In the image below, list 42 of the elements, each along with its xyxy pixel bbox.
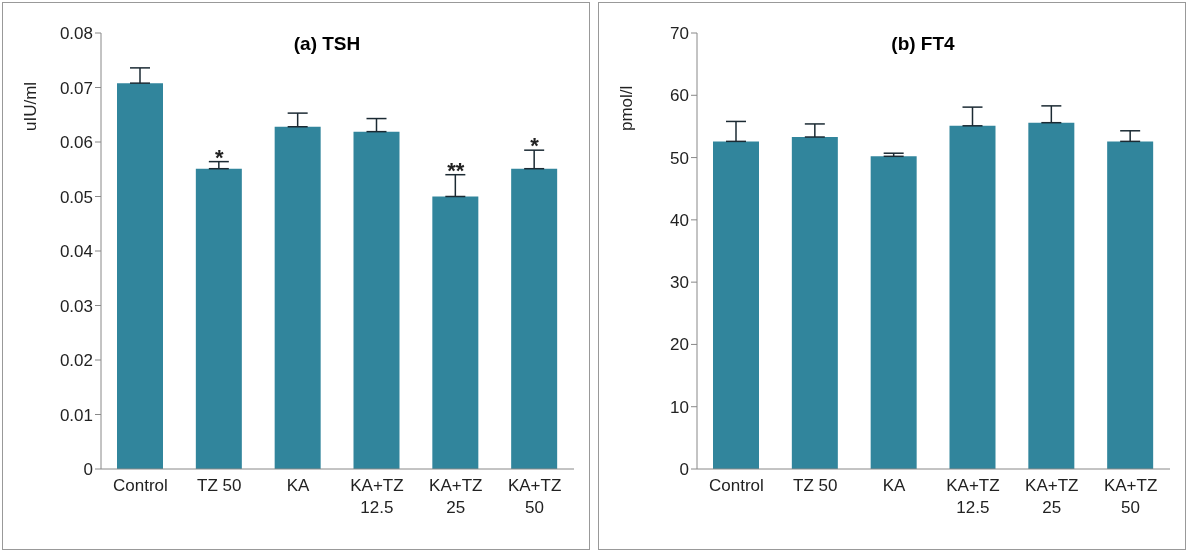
- x-tick-label: KA+TZ 50: [1103, 476, 1158, 517]
- y-tick-label: 0: [679, 460, 689, 480]
- y-tick-label: 0.08: [59, 24, 93, 44]
- x-tick-label: Control: [709, 476, 764, 495]
- y-tick-label: 0.04: [59, 242, 93, 262]
- x-tick-label: KA+TZ 12.5: [946, 476, 1000, 517]
- chart-title: (b) FT4: [891, 33, 955, 54]
- x-tick-label: KA: [286, 476, 311, 495]
- x-tick-label: KA+TZ 25: [1025, 476, 1079, 517]
- x-tick-label: Control: [113, 476, 168, 495]
- y-tick-label: 50: [670, 148, 689, 168]
- y-tick-label: 0.05: [59, 187, 93, 207]
- annotation: **: [447, 157, 465, 183]
- bar: [353, 131, 400, 469]
- y-tick-label: 0.02: [59, 351, 93, 371]
- y-tick-label: 0: [83, 460, 93, 480]
- y-tick-label: 30: [670, 273, 689, 293]
- x-tick-label: KA+TZ 25: [429, 476, 483, 517]
- y-tick-label: 40: [670, 210, 689, 230]
- chart-title: (a) TSH: [293, 33, 361, 54]
- x-tick-label: KA+TZ 12.5: [350, 476, 404, 517]
- bar: [274, 126, 321, 469]
- y-tick-label: 20: [670, 335, 689, 355]
- bar: [432, 196, 479, 469]
- y-tick-label: 70: [670, 24, 689, 44]
- x-tick-label: TZ 50: [197, 476, 242, 495]
- y-tick-label: 0.01: [59, 405, 93, 425]
- y-tick-label: 60: [670, 86, 689, 106]
- y-tick-label: 10: [670, 397, 689, 417]
- y-tick-label: 0.06: [59, 133, 93, 153]
- annotation: *: [214, 144, 224, 170]
- x-tick-label: TZ 50: [793, 476, 838, 495]
- y-tick-label: 0.03: [59, 296, 93, 316]
- x-tick-label: KA+TZ 50: [507, 476, 562, 517]
- x-tick-label: KA: [882, 476, 907, 495]
- y-axis-title: uIU/ml: [21, 81, 41, 131]
- bar: [511, 168, 558, 469]
- annotation: *: [530, 133, 540, 159]
- y-axis-title: pmol/l: [617, 85, 637, 131]
- bar: [195, 168, 242, 469]
- bar: [117, 83, 163, 469]
- y-tick-label: 0.07: [59, 78, 93, 98]
